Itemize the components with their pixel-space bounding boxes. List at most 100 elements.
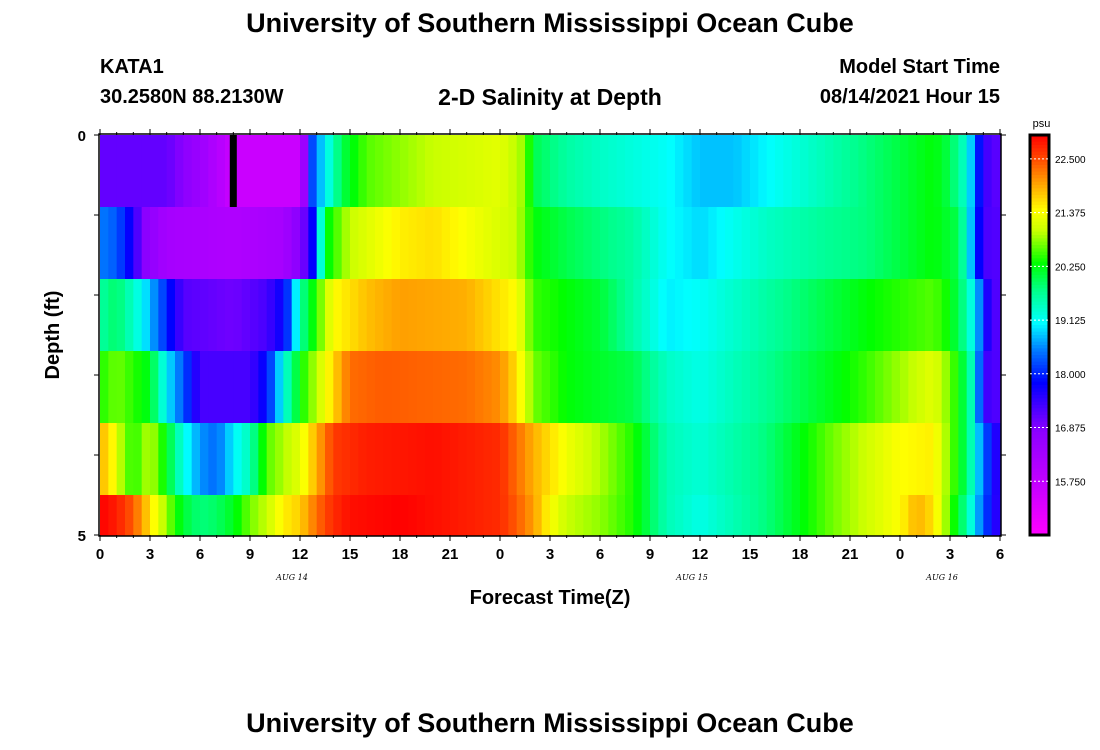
colorbar-segment — [1030, 155, 1049, 159]
colorbar-segment — [1030, 165, 1049, 169]
heatmap-cell — [316, 135, 326, 208]
heatmap-cell — [100, 495, 109, 536]
heatmap-cell — [800, 207, 809, 280]
heatmap-cell — [966, 423, 976, 496]
heatmap-cell — [225, 207, 234, 280]
heatmap-cell — [408, 351, 418, 424]
heatmap-cell — [758, 495, 768, 536]
heatmap-cell — [300, 135, 309, 208]
heatmap-cell — [708, 495, 718, 536]
heatmap-cell — [375, 423, 384, 496]
heatmap-cell — [583, 135, 593, 208]
colorbar-tick-label: 20.250 — [1055, 262, 1086, 273]
heatmap-cell — [425, 423, 434, 496]
heatmap-cell — [775, 207, 784, 280]
heatmap-cell — [766, 279, 776, 352]
colorbar-segment — [1030, 348, 1049, 353]
heatmap-cell — [158, 207, 168, 280]
heatmap-cell — [541, 279, 551, 352]
colorbar-segment — [1030, 515, 1049, 519]
colorbar-segment — [1030, 505, 1049, 509]
heatmap-cell — [716, 495, 726, 536]
heatmap-cell — [441, 423, 451, 496]
heatmap-cell — [375, 135, 384, 208]
heatmap-cell — [116, 423, 126, 496]
colorbar-segment — [1030, 331, 1049, 336]
heatmap-cell — [883, 207, 893, 280]
heatmap-cell — [991, 423, 1001, 496]
colorbar-segment — [1030, 141, 1049, 146]
heatmap-cell — [350, 207, 359, 280]
colorbar-segment — [1030, 325, 1049, 329]
heatmap-cell — [416, 135, 426, 208]
heatmap-cell — [225, 135, 234, 208]
heatmap-cell — [675, 423, 684, 496]
heatmap-cell — [400, 135, 409, 208]
heatmap-cell — [150, 279, 159, 352]
heatmap-cell — [666, 423, 676, 496]
heatmap-cell — [450, 351, 459, 424]
heatmap-cell — [600, 495, 609, 536]
colorbar-segment — [1030, 188, 1049, 193]
heatmap-cell — [141, 207, 151, 280]
heatmap-cell — [691, 351, 701, 424]
heatmap-cell — [366, 279, 376, 352]
heatmap-cell — [325, 351, 334, 424]
heatmap-cell — [700, 495, 709, 536]
heatmap-cell — [758, 135, 768, 208]
heatmap-cell — [408, 495, 418, 536]
heatmap-cell — [275, 423, 284, 496]
heatmap-cell — [775, 495, 784, 536]
colorbar-segment — [1030, 351, 1049, 356]
heatmap-cell — [391, 207, 401, 280]
x-tick-label: 0 — [896, 546, 904, 563]
heatmap-cell — [800, 279, 809, 352]
colorbar-segment — [1030, 378, 1049, 383]
colorbar-segment — [1030, 158, 1049, 163]
x-tick-label: 6 — [596, 546, 604, 563]
heatmap-cell — [208, 207, 218, 280]
heatmap-cell — [283, 423, 293, 496]
heatmap-cell — [483, 279, 493, 352]
heatmap-cell — [166, 135, 176, 208]
heatmap-cell — [700, 279, 709, 352]
colorbar-segment — [1030, 361, 1049, 366]
colorbar-segment — [1030, 135, 1049, 139]
heatmap-cell — [825, 351, 834, 424]
colorbar-segment — [1030, 178, 1049, 183]
heatmap-cell — [483, 423, 493, 496]
heatmap-cell — [333, 495, 343, 536]
heatmap-cell — [600, 351, 609, 424]
heatmap-cell — [300, 351, 309, 424]
heatmap-cell — [358, 279, 368, 352]
colorbar-tick-label: 19.125 — [1055, 316, 1086, 327]
heatmap-cell — [708, 207, 718, 280]
colorbar-segment — [1030, 421, 1049, 426]
heatmap-cell — [516, 423, 526, 496]
colorbar-segment — [1030, 211, 1049, 216]
heatmap-cell — [433, 495, 443, 536]
heatmap-cell — [883, 279, 893, 352]
heatmap-cell — [916, 135, 926, 208]
heatmap-cell — [700, 351, 709, 424]
colorbar-segment — [1030, 198, 1049, 203]
heatmap-cell — [866, 351, 876, 424]
colorbar-segment — [1030, 305, 1049, 309]
heatmap-cell — [575, 351, 584, 424]
heatmap-cell — [266, 135, 276, 208]
heatmap-cell — [491, 423, 501, 496]
heatmap-cell — [333, 207, 343, 280]
heatmap-cell — [825, 423, 834, 496]
heatmap-cell — [808, 279, 818, 352]
heatmap-cell — [383, 351, 393, 424]
heatmap-cell — [966, 207, 976, 280]
heatmap-cell — [150, 207, 159, 280]
colorbar-segment — [1030, 255, 1049, 259]
heatmap-cell — [591, 351, 601, 424]
heatmap-cell — [500, 135, 509, 208]
heatmap-cell — [808, 423, 818, 496]
heatmap-cell — [700, 135, 709, 208]
heatmap-cell — [325, 423, 334, 496]
heatmap-cell — [100, 423, 109, 496]
heatmap-cell — [750, 207, 759, 280]
